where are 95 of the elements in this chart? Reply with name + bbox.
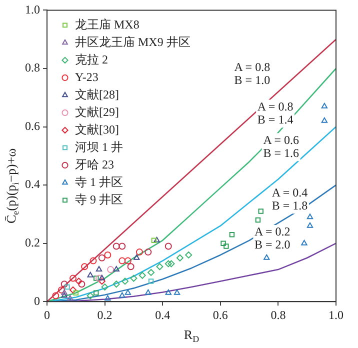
point	[61, 289, 68, 295]
x-tick-label: 0.4	[155, 308, 170, 322]
point	[112, 242, 120, 250]
annotation: A = 0.8 B = 1.4	[257, 99, 294, 126]
point	[145, 289, 152, 295]
point	[154, 236, 160, 242]
point	[229, 232, 235, 238]
point	[130, 274, 138, 282]
point	[224, 244, 229, 249]
point	[168, 260, 175, 268]
legend-label: 克拉 2	[75, 52, 108, 66]
x-tick-label: 0.6	[212, 308, 228, 322]
point	[94, 276, 99, 281]
legend-label: 龙王庙 MX8	[75, 17, 140, 32]
point	[321, 117, 328, 123]
point	[220, 240, 226, 246]
y-axis-title: C̄e(p)(pi−p)+ω	[3, 148, 20, 224]
point	[87, 272, 94, 278]
point	[96, 274, 103, 282]
annotation: A = 0.4 B = 1.8	[272, 185, 308, 212]
legend-label: 寺 1 井区	[75, 174, 123, 189]
y-tick-label: 0.4	[25, 177, 40, 192]
point	[165, 289, 172, 295]
point	[306, 222, 314, 228]
point	[101, 284, 108, 291]
point	[151, 238, 157, 244]
point	[255, 217, 261, 223]
annotation: A = 0.2 B = 2.0	[254, 224, 290, 252]
y-tick-label: 0.6	[25, 118, 40, 133]
annotation: A = 0.8 B = 1.0	[234, 60, 270, 87]
legend-label: 牙哈 23	[75, 157, 114, 172]
point	[86, 292, 94, 300]
point	[70, 274, 77, 282]
point	[301, 240, 308, 246]
point	[98, 254, 106, 262]
point	[124, 289, 132, 295]
x-tick-label: 1.0	[328, 308, 344, 322]
point	[164, 242, 172, 250]
point	[104, 295, 111, 301]
point	[98, 274, 106, 280]
y-tick-label: 0.2	[25, 235, 40, 250]
point	[61, 292, 68, 298]
point	[60, 280, 68, 288]
point	[81, 263, 88, 270]
point	[94, 290, 99, 296]
point	[118, 257, 126, 264]
point	[64, 284, 70, 290]
legend-label: 井区龙王庙 MX9 井区	[75, 34, 190, 49]
point	[164, 260, 172, 268]
point	[176, 254, 184, 262]
point	[104, 251, 112, 258]
point	[127, 263, 134, 270]
legend-label: 文献[30]	[75, 122, 119, 136]
point	[258, 208, 264, 214]
point	[306, 214, 314, 220]
point	[119, 292, 126, 298]
point	[144, 248, 152, 256]
point	[133, 254, 140, 260]
point	[122, 278, 129, 285]
legend-label: Y-23	[75, 70, 98, 84]
point	[185, 251, 192, 258]
legend-label: 文献[29]	[75, 104, 119, 119]
point	[58, 286, 65, 294]
point	[113, 266, 120, 272]
point	[264, 254, 270, 260]
x-tick-label: 0.2	[97, 308, 112, 322]
point	[73, 290, 79, 296]
point	[156, 263, 164, 270]
point	[78, 280, 86, 288]
point	[98, 278, 106, 285]
point	[148, 278, 154, 284]
point	[90, 257, 97, 264]
y-tick-label: 1.0	[25, 2, 40, 16]
point	[321, 102, 328, 108]
point	[138, 272, 146, 279]
legend-label: 河坝 1 井	[75, 140, 123, 154]
y-tick-label: 0.8	[25, 60, 40, 75]
legend-label: 文献[28]	[75, 87, 119, 102]
legend-label: 寺 9 井区	[75, 192, 123, 206]
point	[148, 268, 155, 276]
point	[118, 242, 126, 250]
point	[52, 292, 60, 300]
x-tick-label: 0	[44, 308, 50, 322]
point	[70, 286, 77, 294]
point	[124, 257, 132, 264]
x-tick-label: 0.8	[270, 308, 286, 322]
point	[96, 266, 102, 272]
point	[112, 280, 120, 288]
point	[67, 295, 74, 301]
point	[174, 289, 180, 295]
point	[107, 266, 114, 274]
point	[136, 248, 143, 256]
annotation: A = 0.6 B = 1.6	[263, 132, 299, 160]
y-tick-label: 0	[34, 294, 40, 308]
point	[75, 278, 82, 285]
